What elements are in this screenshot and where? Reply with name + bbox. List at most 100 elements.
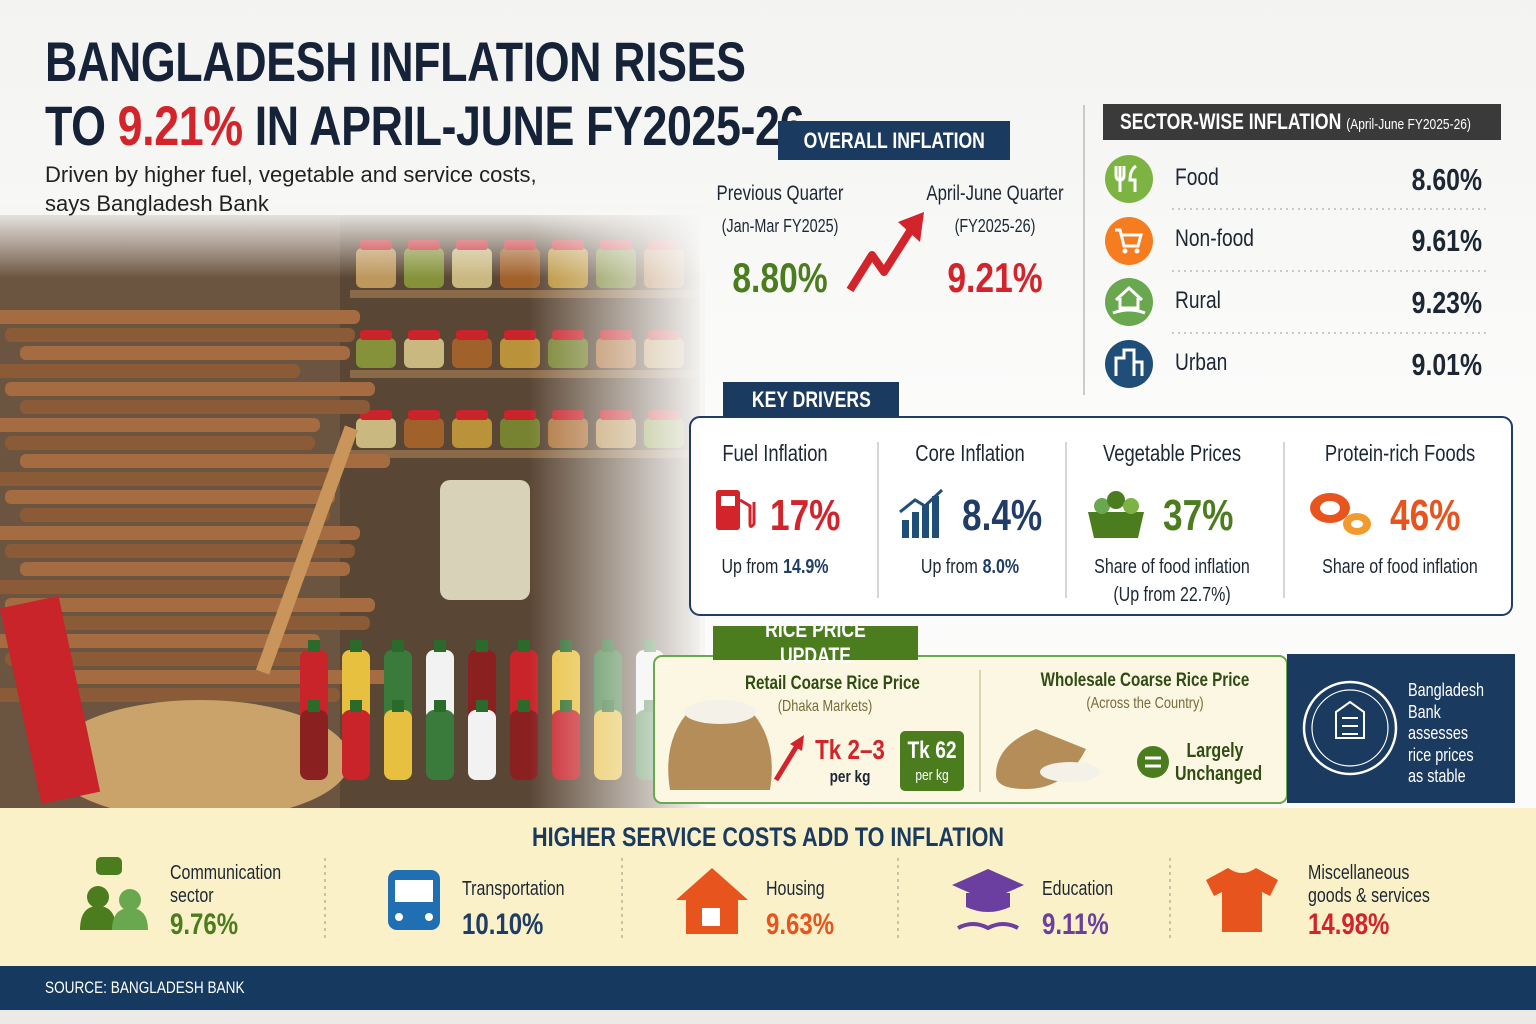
driver-separators <box>877 442 1285 598</box>
rice-unit: per kg <box>915 767 949 784</box>
service-name: goods & services <box>1308 885 1430 907</box>
label-main: SECTOR-WISE INFLATION <box>1120 109 1342 134</box>
section-label: KEY DRIVERS <box>723 382 899 418</box>
label-text: OVERALL INFLATION <box>803 127 985 153</box>
note-text: Up from <box>920 556 978 578</box>
meat-bone <box>1351 520 1363 528</box>
sector-name: Rural <box>1175 287 1221 314</box>
sector-value: 9.61% <box>1411 223 1482 258</box>
shirt <box>1206 868 1278 932</box>
chart-icon <box>902 496 939 538</box>
service-name: sector <box>170 885 214 907</box>
book <box>957 922 1019 931</box>
fuel-window <box>721 496 735 506</box>
cart <box>1115 228 1143 248</box>
sector-name: Food <box>1175 164 1219 191</box>
note-line: as stable <box>1408 766 1466 786</box>
rise-arrow <box>846 225 916 293</box>
urban-icon <box>1105 340 1153 388</box>
bar <box>922 504 929 538</box>
sector-name: Urban <box>1175 349 1228 376</box>
service-name: Communication <box>170 862 282 884</box>
row-separators <box>1172 208 1490 334</box>
service-name: Education <box>1042 878 1114 900</box>
wheel <box>1122 248 1128 254</box>
bar <box>912 512 919 538</box>
note-text: Up from <box>721 556 779 578</box>
person <box>112 908 148 930</box>
chart-trend <box>899 488 944 514</box>
rice-subtitle: (Dhaka Markets) <box>777 698 873 715</box>
rice <box>1040 762 1100 782</box>
bank-emblem <box>1302 680 1398 776</box>
service-value: 9.63% <box>766 908 835 941</box>
driver-note: (Up from 22.7%) <box>1113 584 1231 606</box>
service-value: 9.11% <box>1042 908 1109 941</box>
title: BANGLADESH INFLATION RISES TO 9.21% IN A… <box>45 30 804 158</box>
driver-value: 37% <box>1163 491 1234 540</box>
driver-value: 17% <box>770 491 841 540</box>
driver-title: Core Inflation <box>915 440 1025 466</box>
driver-title: Fuel Inflation <box>722 440 828 466</box>
service-value: 9.76% <box>170 908 239 941</box>
quarter-title: Previous Quarter <box>716 182 844 205</box>
section-label: RICE PRICE UPDATE <box>713 617 918 668</box>
grad-cap-base <box>966 893 1010 912</box>
bar <box>902 520 909 538</box>
subtitle: Driven by higher fuel, vegetable and ser… <box>45 160 537 218</box>
house <box>676 868 748 934</box>
source: SOURCE: BANGLADESH BANK <box>45 978 245 997</box>
bank-note: Bangladesh Bank assesses rice prices as stab… <box>1408 680 1484 788</box>
section-label: SECTOR-WISE INFLATION (April-June FY2025… <box>1103 104 1501 140</box>
label-text: RICE PRICE UPDATE <box>765 617 866 668</box>
quarter-title: April-June Quarter <box>926 182 1064 205</box>
label-text: KEY DRIVERS <box>751 387 871 412</box>
sector-name: Non-food <box>1175 225 1254 252</box>
subtitle-line: Driven by higher fuel, vegetable and ser… <box>45 162 537 187</box>
sector-value: 8.60% <box>1411 162 1482 197</box>
quarter-period: (FY2025-26) <box>954 216 1036 236</box>
person <box>119 889 141 911</box>
bar <box>932 496 939 538</box>
services-title: HIGHER SERVICE COSTS ADD TO INFLATION <box>531 822 1005 852</box>
driver-title: Protein-rich Foods <box>1324 440 1476 466</box>
label-period: (April-June FY2025-26) <box>1346 116 1471 133</box>
section-label: OVERALL INFLATION <box>778 121 1010 160</box>
person <box>80 906 116 930</box>
service-name: Housing <box>766 878 825 900</box>
quarter-value: 8.80% <box>732 254 828 301</box>
rice-unit: per kg <box>829 767 871 786</box>
rice-title: Wholesale Coarse Rice Price <box>1040 670 1250 691</box>
rice-sack <box>668 710 772 790</box>
title-line: BANGLADESH INFLATION RISES <box>45 30 746 93</box>
service-value: 10.10% <box>462 908 544 941</box>
driver-value: 8.4% <box>962 491 1043 540</box>
driver-value: 46% <box>1390 491 1461 540</box>
title-part: IN APRIL-JUNE FY2025-26 <box>254 94 805 157</box>
note-line: assesses <box>1408 723 1469 743</box>
person <box>87 886 109 908</box>
driver-title: Vegetable Prices <box>1102 440 1242 466</box>
status-line: Largely <box>1186 740 1244 762</box>
veg <box>1123 498 1139 514</box>
chat-bubble <box>96 857 122 875</box>
service-icons <box>80 857 1278 934</box>
rural-icon <box>1105 278 1153 326</box>
photo-fade-top <box>0 205 705 815</box>
note-line: rice prices <box>1408 744 1474 765</box>
veg <box>1094 498 1110 514</box>
rice-status: Largely Unchanged <box>1175 740 1263 786</box>
rice-subtitle: (Across the Country) <box>1086 695 1204 712</box>
driver-note: Up from 8.0% <box>874 556 1066 579</box>
label-text: SECTOR-WISE INFLATION (April-June FY2025… <box>1120 109 1471 135</box>
bottom-strip <box>0 1010 1536 1024</box>
status-line: Unchanged <box>1175 763 1263 785</box>
driver-note: Share of food inflation <box>1322 556 1478 578</box>
bank-emblem-inner <box>1311 689 1389 767</box>
sector-icons <box>1105 155 1490 388</box>
equal-sign <box>1145 756 1161 768</box>
note-value: 8.0% <box>982 556 1020 578</box>
farm <box>1112 285 1146 315</box>
